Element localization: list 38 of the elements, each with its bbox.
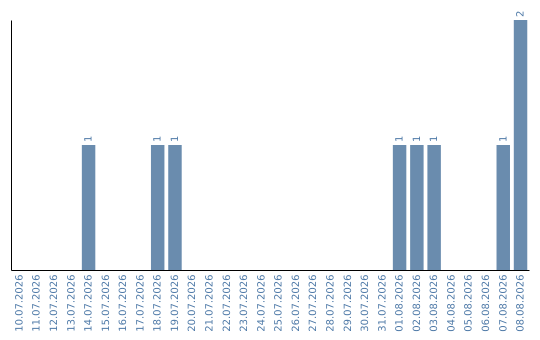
x-tick-label: 22.07.2026 — [222, 274, 233, 332]
data-label: 2 — [516, 10, 527, 17]
x-tick-label: 15.07.2026 — [100, 274, 112, 332]
x-tick-label: 31.07.2026 — [377, 274, 388, 332]
x-tick-label: 20.07.2026 — [187, 274, 198, 332]
x-tick-label: 08.08.2026 — [516, 274, 527, 332]
x-tick-label: 11.07.2026 — [32, 274, 43, 332]
x-tick-label: 01.08.2026 — [394, 274, 406, 332]
x-tick-label: 03.08.2026 — [429, 274, 440, 332]
x-tick-label: 28.07.2026 — [325, 274, 336, 332]
data-label: 1 — [152, 136, 164, 142]
x-tick-label: 24.07.2026 — [256, 274, 268, 332]
x-tick-label: 16.07.2026 — [118, 274, 130, 332]
x-tick-label: 18.07.2026 — [152, 274, 164, 332]
x-tick-label: 19.07.2026 — [170, 274, 181, 332]
x-tick-label: 27.07.2026 — [308, 274, 320, 332]
data-label: 1 — [412, 136, 423, 142]
data-label: 1 — [394, 136, 406, 142]
x-tick-label: 07.08.2026 — [498, 274, 510, 332]
x-tick-label: 06.08.2026 — [480, 274, 492, 332]
x-tick-label: 21.07.2026 — [204, 274, 216, 332]
x-tick-label: 23.07.2026 — [239, 274, 250, 332]
x-tick-label: 13.07.2026 — [66, 274, 78, 332]
data-label: 1 — [498, 136, 510, 142]
x-tick-label: 26.07.2026 — [290, 274, 302, 332]
x-tick-label: 10.07.2026 — [14, 274, 26, 332]
x-tick-label: 30.07.2026 — [360, 274, 372, 332]
x-tick-label: 29.07.2026 — [342, 274, 354, 332]
x-tick-label: 17.07.2026 — [135, 274, 146, 332]
x-tick-label: 05.08.2026 — [464, 274, 475, 332]
x-tick-label: 14.07.2026 — [84, 274, 95, 332]
data-label: 1 — [170, 136, 181, 142]
x-tick-label: 02.08.2026 — [412, 274, 423, 332]
data-label: 1 — [429, 136, 440, 142]
x-tick-label: 25.07.2026 — [274, 274, 285, 332]
x-tick-label: 12.07.2026 — [49, 274, 60, 332]
x-tick-label: 04.08.2026 — [446, 274, 458, 332]
data-label: 1 — [84, 136, 95, 142]
